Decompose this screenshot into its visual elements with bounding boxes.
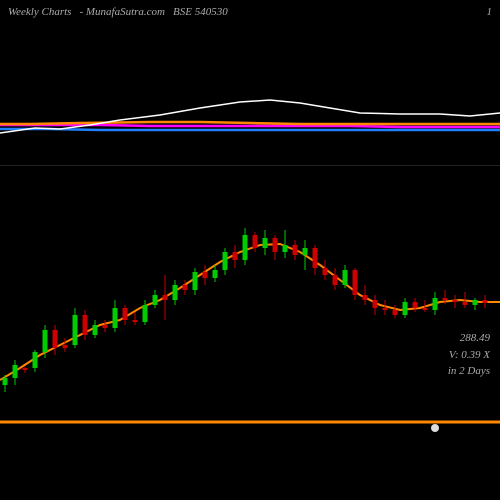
- volume-panel: [0, 420, 500, 470]
- candlestick-chart: [0, 180, 500, 415]
- chart-ticker: BSE 540530: [173, 6, 228, 18]
- chart-source: - MunafaSutra.com: [79, 6, 165, 18]
- chart-header: Weekly Charts - MunafaSutra.com BSE 5405…: [8, 6, 492, 18]
- panel-divider: [0, 165, 500, 166]
- price-info: 288.49 V: 0.39 X in 2 Days: [448, 330, 490, 380]
- last-price: 288.49: [448, 330, 490, 347]
- page-number: 1: [487, 6, 493, 18]
- indicator-panel: [0, 30, 500, 145]
- volume-label: V: 0.39 X: [448, 347, 490, 364]
- chart-title: Weekly Charts: [8, 6, 71, 18]
- period-label: in 2 Days: [448, 363, 490, 380]
